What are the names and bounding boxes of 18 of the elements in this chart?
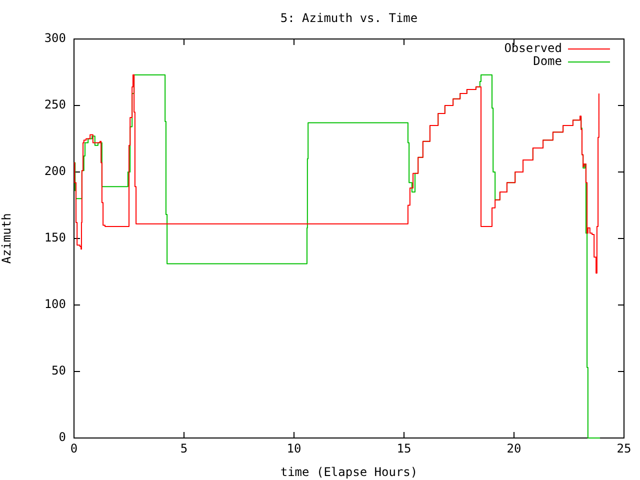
x-tick-label: 20 bbox=[506, 441, 522, 456]
x-axis-title: time (Elapse Hours) bbox=[280, 464, 418, 479]
legend-label: Observed bbox=[504, 41, 562, 56]
x-tick-label: 0 bbox=[70, 441, 78, 456]
x-tick-label: 15 bbox=[396, 441, 412, 456]
x-tick-label: 5 bbox=[180, 441, 188, 456]
y-tick-label: 250 bbox=[44, 98, 66, 112]
chart-title: 5: Azimuth vs. Time bbox=[280, 11, 418, 26]
y-tick-label: 200 bbox=[44, 164, 66, 178]
legend-label: Dome bbox=[533, 54, 562, 68]
y-tick-label: 50 bbox=[52, 364, 66, 378]
y-axis-title: Azimuth bbox=[0, 213, 14, 264]
x-tick-label: 25 bbox=[616, 441, 632, 456]
y-tick-label: 0 bbox=[58, 430, 66, 444]
x-tick-label: 10 bbox=[286, 441, 302, 456]
y-tick-label: 150 bbox=[44, 230, 66, 245]
y-tick-label: 100 bbox=[44, 297, 66, 312]
y-tick-label: 300 bbox=[44, 31, 66, 46]
